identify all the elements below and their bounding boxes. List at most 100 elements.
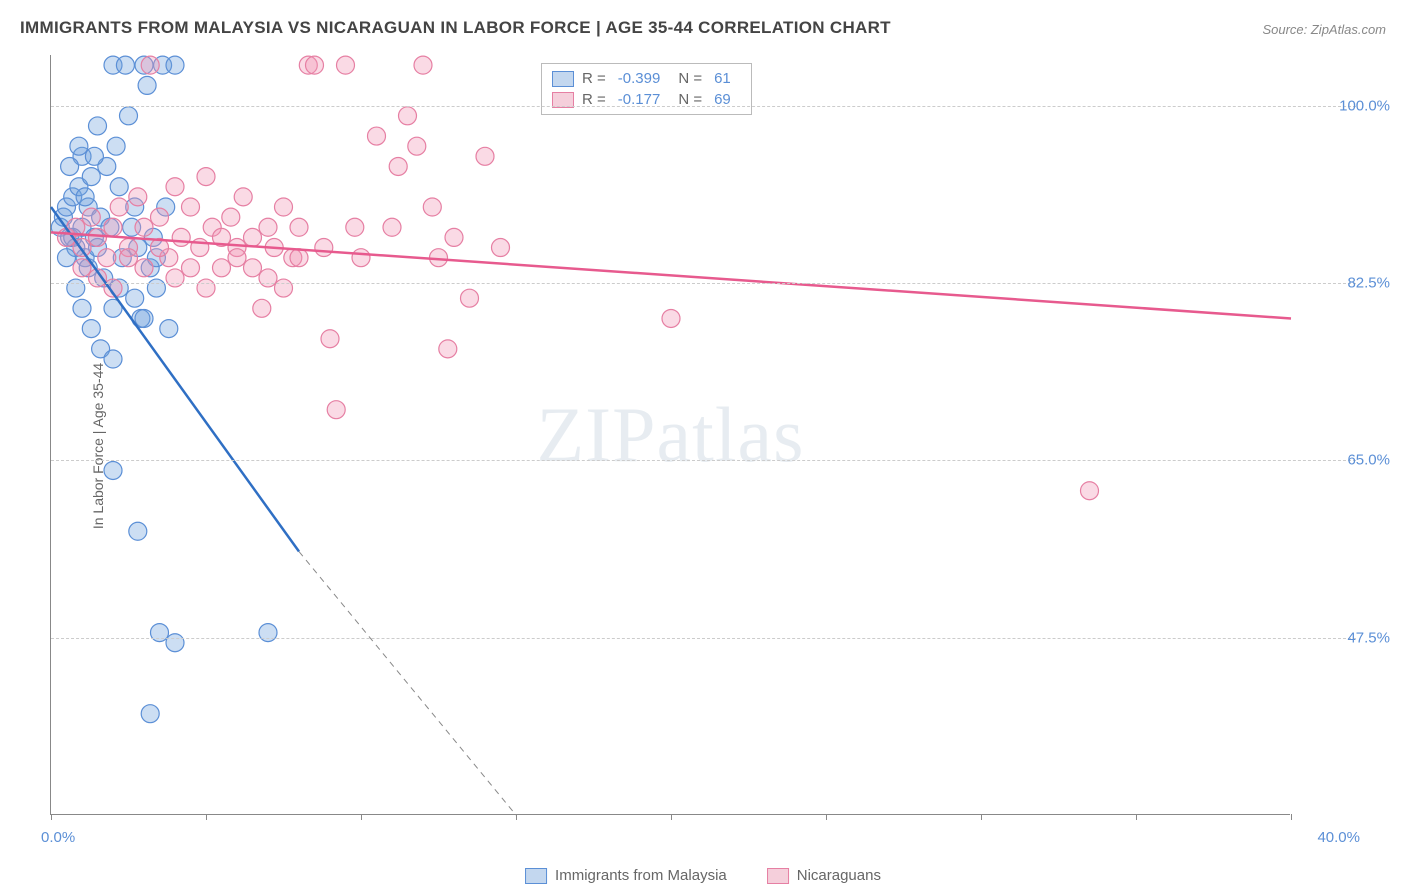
data-point: [61, 157, 79, 175]
data-point: [89, 228, 107, 246]
data-point: [120, 107, 138, 125]
regression-line-extrapolated: [299, 552, 516, 815]
data-point: [104, 461, 122, 479]
x-tick: [1136, 814, 1137, 820]
data-point: [228, 249, 246, 267]
data-point: [126, 289, 144, 307]
data-point: [129, 188, 147, 206]
y-tick-label: 47.5%: [1300, 629, 1390, 646]
data-point: [222, 208, 240, 226]
legend-swatch: [767, 868, 789, 884]
legend-swatch: [525, 868, 547, 884]
data-point: [290, 218, 308, 236]
data-point: [98, 249, 116, 267]
data-point: [89, 117, 107, 135]
correlation-legend-row: R =-0.399N =61: [552, 68, 741, 89]
data-point: [290, 249, 308, 267]
data-point: [166, 56, 184, 74]
gridline: [51, 106, 1356, 107]
data-point: [275, 279, 293, 297]
legend-swatch: [552, 71, 574, 87]
data-point: [147, 279, 165, 297]
series-legend-item: Nicaraguans: [767, 867, 881, 884]
data-point: [439, 340, 457, 358]
data-point: [197, 168, 215, 186]
gridline: [51, 283, 1356, 284]
series-legend-label: Nicaraguans: [797, 867, 881, 884]
data-point: [662, 309, 680, 327]
data-point: [82, 208, 100, 226]
series-legend-label: Immigrants from Malaysia: [555, 867, 727, 884]
y-tick-label: 65.0%: [1300, 452, 1390, 469]
data-point: [104, 218, 122, 236]
data-point: [151, 208, 169, 226]
data-point: [275, 198, 293, 216]
data-point: [73, 299, 91, 317]
correlation-legend: R =-0.399N =61R =-0.177N =69: [541, 63, 752, 115]
data-point: [182, 198, 200, 216]
data-point: [315, 239, 333, 257]
data-point: [73, 259, 91, 277]
data-point: [135, 218, 153, 236]
data-point: [107, 137, 125, 155]
data-point: [259, 624, 277, 642]
x-tick: [516, 814, 517, 820]
data-point: [321, 330, 339, 348]
data-point: [1081, 482, 1099, 500]
x-tick: [51, 814, 52, 820]
data-point: [82, 320, 100, 338]
data-point: [70, 137, 88, 155]
y-tick-label: 82.5%: [1300, 275, 1390, 292]
data-point: [352, 249, 370, 267]
data-point: [135, 259, 153, 277]
data-point: [408, 137, 426, 155]
legend-r-value: -0.399: [618, 70, 661, 87]
x-tick: [361, 814, 362, 820]
data-point: [138, 76, 156, 94]
data-point: [166, 269, 184, 287]
data-point: [461, 289, 479, 307]
data-point: [110, 178, 128, 196]
data-point: [166, 178, 184, 196]
data-point: [213, 259, 231, 277]
data-point: [151, 624, 169, 642]
correlation-legend-row: R =-0.177N =69: [552, 89, 741, 110]
data-point: [172, 228, 190, 246]
series-legend-item: Immigrants from Malaysia: [525, 867, 727, 884]
data-point: [135, 309, 153, 327]
data-point: [197, 279, 215, 297]
data-point: [259, 218, 277, 236]
data-point: [327, 401, 345, 419]
data-point: [116, 56, 134, 74]
data-point: [383, 218, 401, 236]
series-legend: Immigrants from Malaysia Nicaraguans: [525, 867, 881, 884]
chart-svg: [51, 55, 1290, 814]
chart-container: IMMIGRANTS FROM MALAYSIA VS NICARAGUAN I…: [0, 0, 1406, 892]
data-point: [244, 228, 262, 246]
data-point: [445, 228, 463, 246]
data-point: [129, 522, 147, 540]
data-point: [85, 147, 103, 165]
data-point: [346, 218, 364, 236]
data-point: [414, 56, 432, 74]
data-point: [82, 168, 100, 186]
data-point: [306, 56, 324, 74]
legend-n-value: 61: [714, 70, 731, 87]
x-axis-max-label: 40.0%: [1317, 829, 1360, 846]
data-point: [76, 188, 94, 206]
source-label: Source: ZipAtlas.com: [1262, 22, 1386, 37]
data-point: [182, 259, 200, 277]
data-point: [399, 107, 417, 125]
data-point: [141, 705, 159, 723]
data-point: [244, 259, 262, 277]
chart-title: IMMIGRANTS FROM MALAYSIA VS NICARAGUAN I…: [20, 18, 891, 38]
data-point: [259, 269, 277, 287]
data-point: [67, 279, 85, 297]
data-point: [476, 147, 494, 165]
x-tick: [671, 814, 672, 820]
data-point: [423, 198, 441, 216]
data-point: [58, 249, 76, 267]
data-point: [104, 350, 122, 368]
data-point: [166, 634, 184, 652]
data-point: [141, 56, 159, 74]
